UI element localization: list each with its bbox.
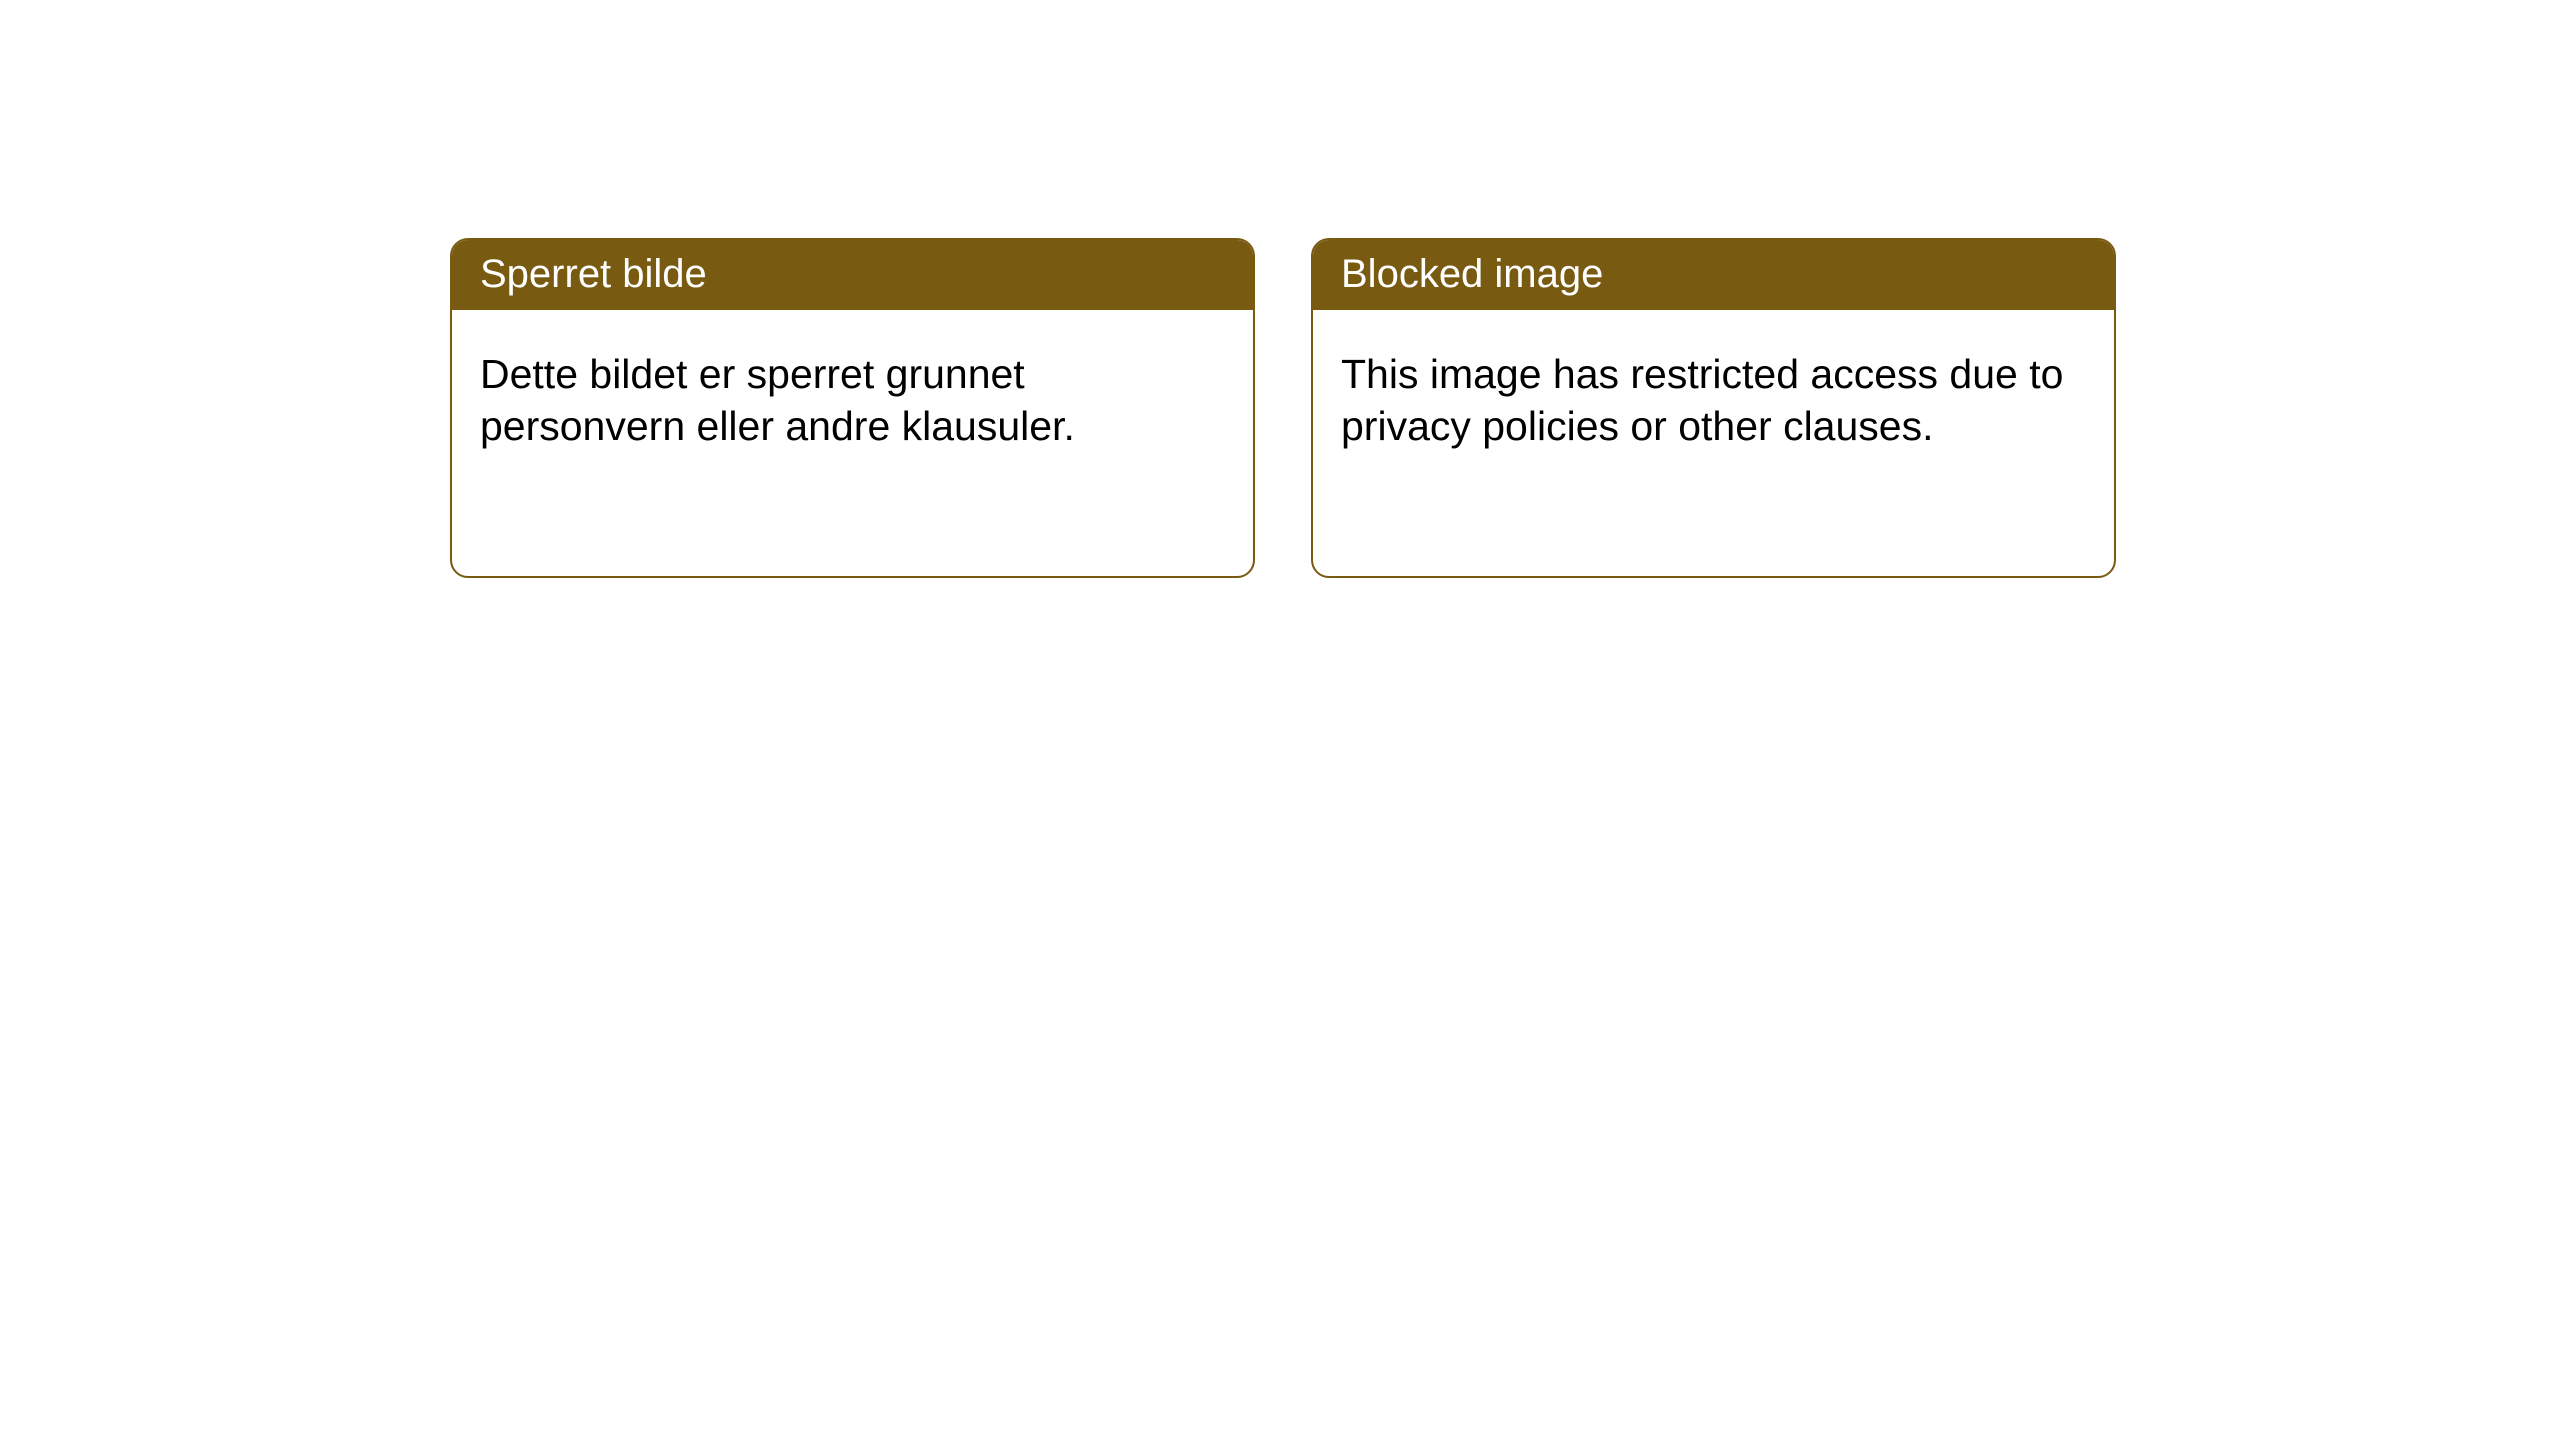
card-title: Sperret bilde [452,240,1253,310]
notice-card-norwegian: Sperret bilde Dette bildet er sperret gr… [450,238,1255,578]
card-title: Blocked image [1313,240,2114,310]
card-body: Dette bildet er sperret grunnet personve… [452,310,1253,491]
notice-container: Sperret bilde Dette bildet er sperret gr… [0,0,2560,578]
notice-card-english: Blocked image This image has restricted … [1311,238,2116,578]
card-body: This image has restricted access due to … [1313,310,2114,491]
